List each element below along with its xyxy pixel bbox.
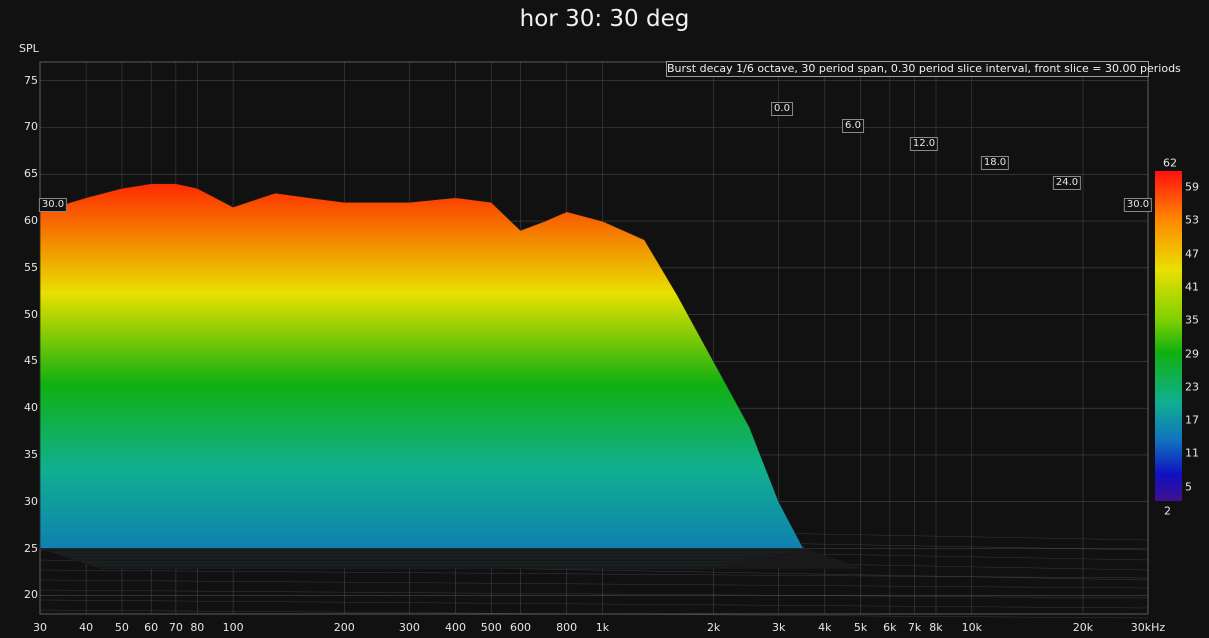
x-tick-label: 800 (556, 621, 578, 634)
x-tick-label: 7k (907, 621, 922, 634)
y-tick-label: 65 (24, 167, 38, 181)
y-tick-label: 40 (24, 401, 38, 415)
colorbar-tick-label: 11 (1185, 446, 1199, 460)
x-tick-label: 2k (706, 621, 721, 634)
x-tick-label: 70 (168, 621, 183, 634)
colorbar-tick-label: 59 (1185, 180, 1199, 194)
slice-time-label: 0.0 (771, 102, 793, 116)
y-tick-label: 60 (24, 214, 38, 228)
colorbar-tick-label: 29 (1185, 347, 1199, 360)
colorbar-tick-label: 5 (1185, 480, 1192, 494)
floor-line (39, 579, 1149, 589)
y-tick-label: 45 (24, 354, 38, 368)
floor-line (39, 589, 1149, 599)
y-tick-label: 35 (24, 447, 38, 461)
x-tick-label: 1k (595, 621, 610, 634)
slice-time-label: 6.0 (842, 119, 864, 133)
x-tick-label: 200 (333, 621, 355, 634)
x-tick-label: 30kHz (1130, 621, 1166, 634)
x-tick-label: 400 (444, 621, 466, 634)
slice-time-label: 24.0 (1052, 176, 1082, 190)
colorbar-tick-label: 23 (1185, 380, 1199, 394)
y-tick-label: 25 (24, 541, 38, 555)
x-tick-label: 30 (33, 621, 47, 634)
x-tick-label: 60 (144, 621, 159, 634)
colorbar-max-label: 62 (1163, 156, 1177, 170)
y-tick-label: 55 (24, 260, 38, 274)
colorbar (1155, 171, 1182, 501)
floor-line (39, 569, 1149, 579)
x-tick-label: 40 (79, 621, 94, 634)
x-tick-label: 3k (771, 621, 786, 634)
floor-line (39, 609, 1149, 619)
x-tick-label: 10k (961, 621, 982, 634)
slice-time-label: 30.0 (1123, 198, 1153, 212)
x-tick-label: 50 (114, 621, 129, 634)
y-tick-label: 70 (24, 120, 38, 134)
x-tick-label: 80 (190, 621, 205, 634)
x-tick-label: 4k (818, 621, 832, 634)
colorbar-tick-label: 41 (1185, 280, 1199, 294)
y-tick-label: 75 (24, 73, 38, 87)
colorbar-tick-label: 47 (1185, 247, 1199, 261)
chart-title: hor 30: 30 deg (519, 6, 690, 32)
x-tick-label: 100 (222, 621, 244, 634)
floor-line (39, 599, 1149, 609)
x-tick-label: 8k (929, 621, 943, 634)
colorbar-tick-label: 17 (1185, 413, 1199, 427)
y-axis-label: SPL (19, 42, 39, 55)
front-slice-label: 30.0 (38, 198, 68, 212)
x-tick-label: 20k (1072, 621, 1094, 634)
x-tick-label: 300 (398, 621, 420, 634)
y-tick-label: 30 (24, 494, 38, 508)
y-tick-label: 50 (24, 307, 38, 321)
decay-slice (39, 183, 804, 549)
colorbar-tick-label: 53 (1185, 213, 1199, 227)
colorbar-tick-label: 35 (1185, 313, 1199, 327)
colorbar-min-label: 2 (1164, 504, 1171, 518)
y-tick-label: 20 (24, 588, 38, 602)
slice-time-label: 12.0 (909, 137, 939, 151)
x-tick-label: 600 (510, 621, 531, 634)
x-tick-label: 500 (480, 621, 502, 634)
slice-time-label: 18.0 (980, 156, 1010, 170)
x-tick-label: 5k (853, 621, 868, 634)
x-tick-label: 6k (883, 621, 897, 634)
settings-annotation: Burst decay 1/6 octave, 30 period span, … (666, 61, 1181, 77)
